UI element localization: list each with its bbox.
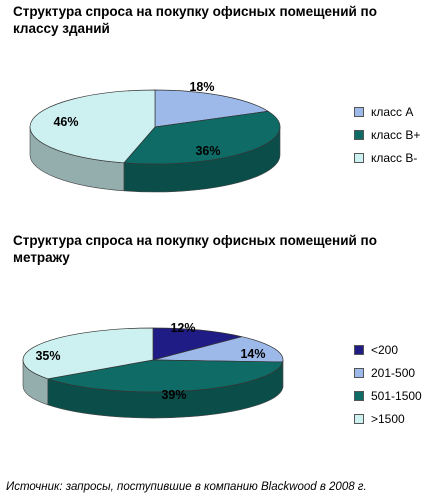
- legend-class: класс А класс В+ класс В-: [354, 100, 420, 169]
- legend-swatch-gt1500: [354, 413, 364, 424]
- pie-data-label-3: 35%: [35, 349, 60, 363]
- legend-swatch-201-500: [354, 367, 364, 378]
- pie-slice-0: [154, 89, 270, 128]
- legend-item-class-b-minus: класс В-: [354, 146, 420, 169]
- pie-chart-class: 18% 36% 46%: [29, 80, 281, 193]
- pie-data-label-1: 14%: [240, 347, 265, 361]
- legend-item-201-500: 201-500: [354, 361, 422, 384]
- pie-data-label-0: 12%: [170, 321, 195, 335]
- legend-swatch-class-a: [354, 106, 364, 117]
- legend-item-lt200: <200: [354, 338, 422, 361]
- legend-swatch-class-b-minus: [354, 152, 364, 163]
- pie-data-label-2: 46%: [53, 115, 78, 129]
- legend-label-class-a: класс А: [371, 104, 414, 119]
- source-note: Источник: запросы, поступившие в компани…: [6, 481, 367, 493]
- legend-label-class-b-plus: класс В+: [371, 127, 421, 142]
- pie-slice-0: [152, 327, 243, 361]
- legend-item-class-b-plus: класс В+: [354, 123, 420, 146]
- legend-label-class-b-minus: класс В-: [371, 150, 418, 165]
- pie-slice-1: [152, 336, 284, 363]
- legend-swatch-class-b-plus: [354, 129, 364, 140]
- legend-area: <200 201-500 501-1500 >1500: [354, 338, 422, 430]
- legend-item-501-1500: 501-1500: [354, 384, 422, 407]
- pie-data-label-2: 39%: [161, 388, 186, 402]
- chart-title-area: Структура спроса на покупку офисных поме…: [13, 233, 377, 265]
- pie-data-label-1: 36%: [195, 144, 220, 158]
- legend-label-lt200: <200: [371, 342, 399, 357]
- legend-label-gt1500: >1500: [371, 411, 405, 426]
- legend-label-501-1500: 501-1500: [371, 388, 422, 403]
- legend-item-class-a: класс А: [354, 100, 420, 123]
- legend-item-gt1500: >1500: [354, 407, 422, 430]
- pie-chart-area: 12% 14% 39% 35%: [22, 321, 284, 419]
- legend-swatch-501-1500: [354, 390, 364, 401]
- pie-slice-2: [29, 89, 156, 164]
- legend-swatch-lt200: [354, 344, 364, 355]
- pie-data-label-0: 18%: [189, 80, 214, 94]
- pie-slice-1: [123, 110, 281, 165]
- pie-slice-3: [22, 327, 154, 380]
- legend-label-201-500: 201-500: [371, 365, 416, 380]
- pie-slice-2: [47, 359, 284, 393]
- chart-title-class: Структура спроса на покупку офисных поме…: [13, 4, 377, 36]
